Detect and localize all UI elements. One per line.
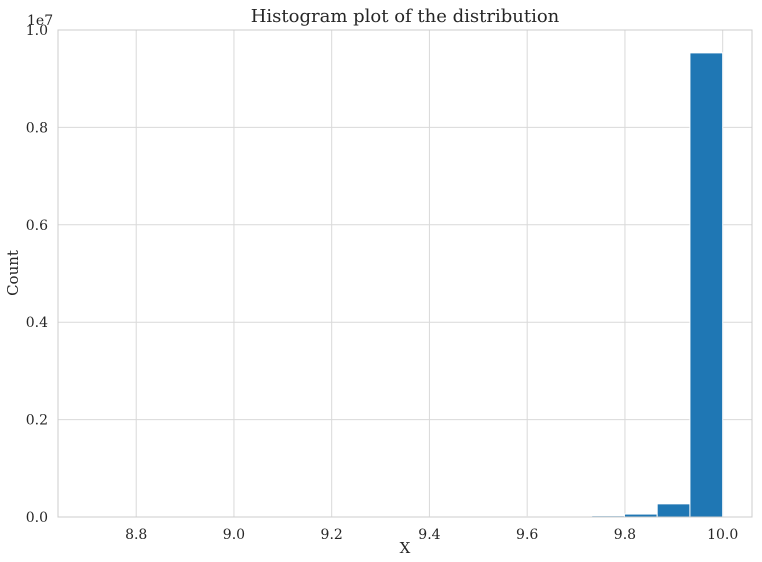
histogram-bar	[656, 503, 691, 518]
x-axis-label: X	[400, 539, 411, 557]
x-ticks: 8.8 9.0 9.2 9.4 9.6 9.8 10.0	[125, 527, 738, 543]
y-offset-label: 1e7	[27, 13, 53, 29]
x-tick-label: 9.6	[516, 527, 538, 543]
x-tick-label: 9.8	[614, 527, 636, 543]
x-tick-label: 9.2	[321, 527, 343, 543]
histogram-bar	[689, 52, 724, 518]
y-tick-label: 0.8	[26, 120, 48, 136]
y-tick-label: 1.0	[26, 23, 48, 39]
y-axis-label: Count	[4, 250, 22, 296]
y-ticks: 0.0 0.2 0.4 0.6 0.8 1.0	[26, 23, 48, 526]
grid-lines	[58, 29, 752, 518]
x-tick-label: 9.0	[223, 527, 245, 543]
x-tick-label: 9.4	[418, 527, 440, 543]
y-tick-label: 0.2	[26, 413, 48, 429]
plot-frame	[57, 29, 753, 518]
y-tick-label: 0.0	[26, 510, 48, 526]
x-tick-label: 10.0	[707, 527, 738, 543]
y-tick-label: 0.4	[26, 315, 48, 331]
y-tick-label: 0.6	[26, 218, 48, 234]
chart-title: Histogram plot of the distribution	[251, 6, 560, 27]
x-tick-label: 8.8	[125, 527, 147, 543]
